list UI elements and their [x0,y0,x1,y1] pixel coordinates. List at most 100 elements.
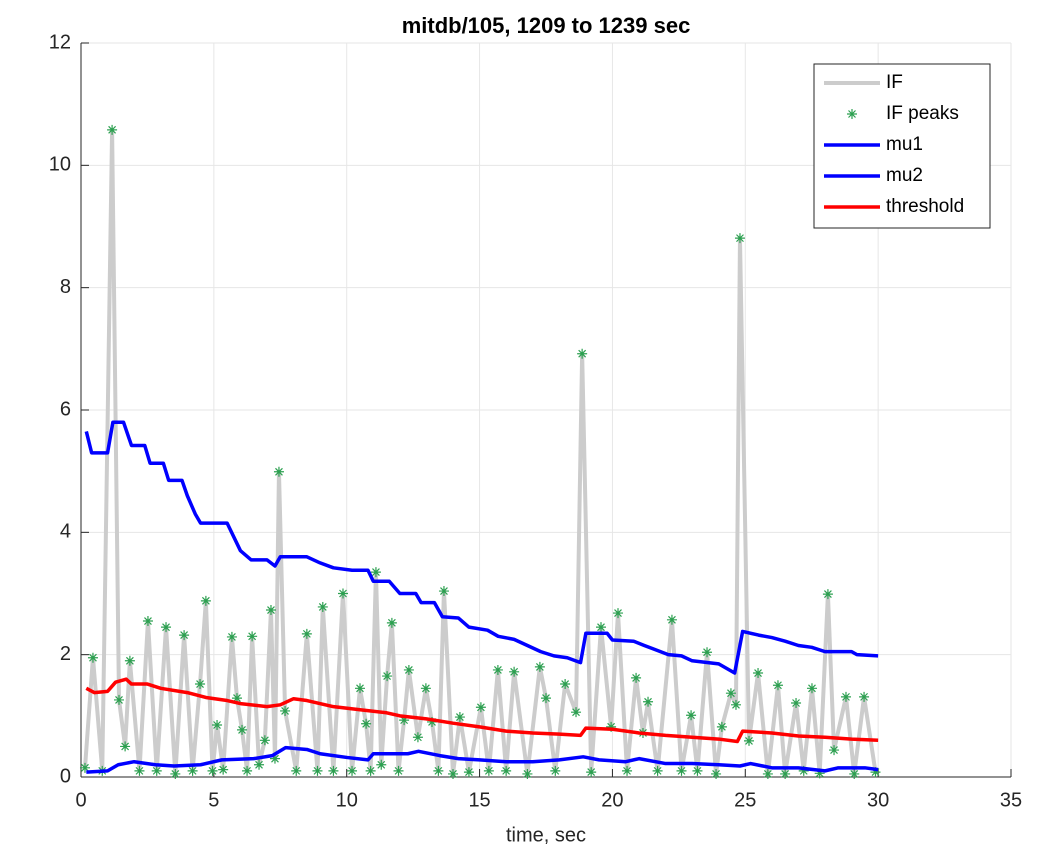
y-tick-label: 6 [60,398,71,420]
peak-marker [376,759,387,770]
peak-marker [107,124,118,135]
peak-marker [791,697,802,708]
peak-marker [280,705,291,716]
peak-marker [420,683,431,694]
peak-marker [798,765,809,776]
legend-symbol [847,109,857,119]
peak-marker [151,765,162,776]
peak-marker [631,672,642,683]
peak-marker [463,767,474,778]
peak-marker [870,767,881,778]
peak-marker [849,768,860,779]
peak-marker [571,707,582,718]
peak-marker [492,664,503,675]
chart-title: mitdb/105, 1209 to 1239 sec [402,13,691,38]
peak-marker [291,765,302,776]
x-tick-label: 10 [336,789,358,811]
peak-marker [370,567,381,578]
peak-marker [829,745,840,756]
peak-marker [113,694,124,705]
legend-label: threshold [886,196,964,217]
peak-marker [438,586,449,597]
x-tick-label: 15 [468,789,490,811]
peak-marker [613,608,624,619]
peak-marker [312,765,323,776]
peak-marker [399,715,410,726]
peak-marker [448,768,458,779]
peak-marker [120,741,131,752]
peak-marker [301,628,312,639]
peak-marker [666,614,677,625]
peak-marker [711,768,722,779]
peak-marker [577,348,588,359]
peak-marker [226,631,237,642]
peak-marker [242,765,253,776]
peak-marker [427,716,438,727]
peak-marker [780,768,791,779]
peak-marker [840,691,851,702]
peak-marker [475,702,486,713]
peak-marker [652,765,663,776]
peak-marker [716,721,727,732]
legend-label: IF peaks [886,103,959,124]
peak-marker [734,233,745,244]
peak-marker [87,652,98,663]
peak-marker [550,765,561,776]
peak-marker [328,765,339,776]
peak-marker [134,765,145,776]
line-2 [84,420,879,675]
x-axis-label: time, sec [506,824,586,846]
y-tick-label: 10 [49,154,71,176]
peak-marker [179,630,190,641]
peak-marker [273,466,284,477]
peak-marker [142,616,153,627]
peak-marker [393,765,404,776]
peak-marker [195,679,206,690]
x-tick-label: 30 [867,789,889,811]
peak-marker [622,765,633,776]
peak-marker [606,721,617,732]
peak-marker [200,595,211,606]
peak-marker [317,601,328,612]
peak-marker [483,765,494,776]
peak-marker [265,605,276,616]
peak-marker [187,765,198,776]
x-tick-label: 25 [734,789,756,811]
peak-marker [207,765,218,776]
peak-marker [433,765,444,776]
peak-marker [382,671,393,682]
peak-marker [254,759,265,770]
peak-marker [762,768,773,779]
x-tick-label: 5 [208,789,219,811]
y-tick-label: 0 [60,765,71,787]
peak-marker [403,664,414,675]
peak-marker [560,679,571,690]
x-tick-label: 20 [601,789,623,811]
peak-marker [522,768,533,779]
line-4 [85,677,879,744]
peak-marker [859,691,870,702]
y-tick-label: 8 [60,276,71,298]
peak-marker [161,622,172,633]
peak-marker [347,765,358,776]
peak-marker [702,647,713,658]
peak-marker [501,765,512,776]
legend: IF IF peaks mu1 mu2 threshold [813,63,991,229]
peak-marker [692,765,703,776]
x-tick-label: 35 [1000,789,1022,811]
peak-marker [725,688,736,699]
legend-label: mu2 [886,165,923,186]
peak-marker [124,655,135,666]
line-3 [86,745,879,774]
peak-marker [355,683,365,694]
legend-label: IF [886,72,903,93]
peak-marker [361,718,372,729]
peak-marker [337,588,348,599]
peak-marker [753,668,764,679]
peak-marker [730,699,741,710]
peak-marker [744,735,755,746]
peak-marker [365,765,376,776]
peak-marker [247,631,258,642]
peak-marker [534,661,545,672]
